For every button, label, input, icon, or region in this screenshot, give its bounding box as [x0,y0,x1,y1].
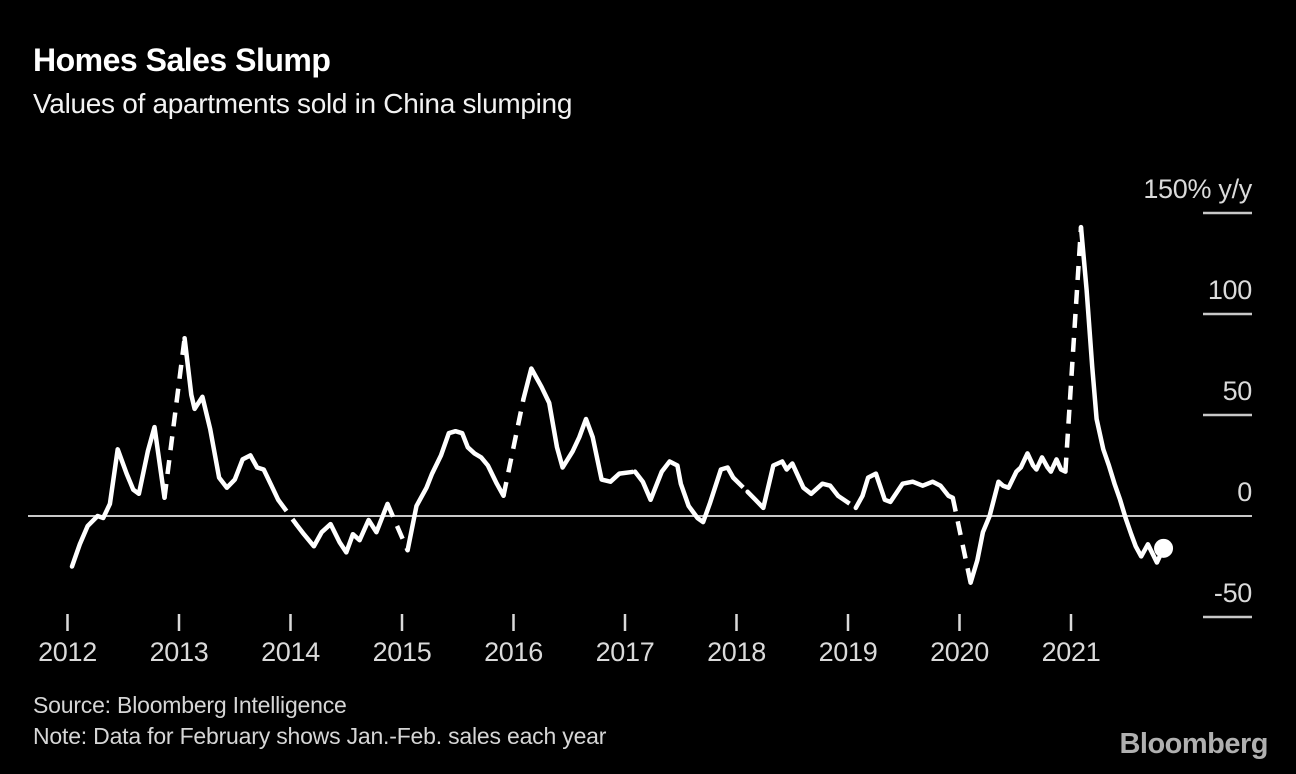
series-line-dashed [1063,226,1084,472]
series-line-solid [182,335,281,503]
x-tick-label: 2020 [930,637,989,667]
x-tick-label: 2012 [38,637,97,667]
x-tick-label: 2017 [595,637,655,667]
x-tick-label: 2016 [484,637,543,667]
x-tick-label: 2013 [149,637,209,667]
x-tick-label: 2018 [707,637,766,667]
series-line-dashed [950,497,973,584]
series-line-dashed [836,493,858,510]
x-tick-label: 2015 [372,637,432,667]
series-line-solid [405,428,506,553]
y-tick-label: 50 [1222,376,1253,406]
y-tick-label: -50 [1213,578,1252,608]
series-line-solid [69,424,167,569]
source-text: Source: Bloomberg Intelligence [33,692,347,718]
x-tick-label: 2014 [261,637,320,667]
series-line-solid [521,366,622,484]
note-text: Note: Data for February shows Jan.-Feb. … [33,723,607,749]
chart-title: Homes Sales Slump [33,42,331,78]
series-line-solid [968,451,1068,585]
x-tick-label: 2021 [1041,637,1101,667]
series-line-solid [293,501,390,555]
y-tick-label: 100 [1207,275,1252,305]
series-line-dashed [385,503,410,552]
bloomberg-logo: Bloomberg [1119,728,1268,760]
series-line-solid [1078,224,1166,565]
chart-subtitle: Values of apartments sold in China slump… [33,88,573,119]
series-line-dashed [619,469,636,476]
series-line-solid [745,459,841,511]
series-line-solid [853,471,956,511]
series-line-solid [632,459,736,525]
series-line-dashed [501,398,526,497]
series-line-dashed [276,498,298,526]
y-tick-label: 0 [1237,477,1252,507]
series-line-dashed [162,337,187,499]
series-line-dashed [731,475,750,494]
series-end-dot [1154,538,1174,558]
x-tick-label: 2019 [818,637,878,667]
y-tick-label: 150% y/y [1143,174,1252,204]
